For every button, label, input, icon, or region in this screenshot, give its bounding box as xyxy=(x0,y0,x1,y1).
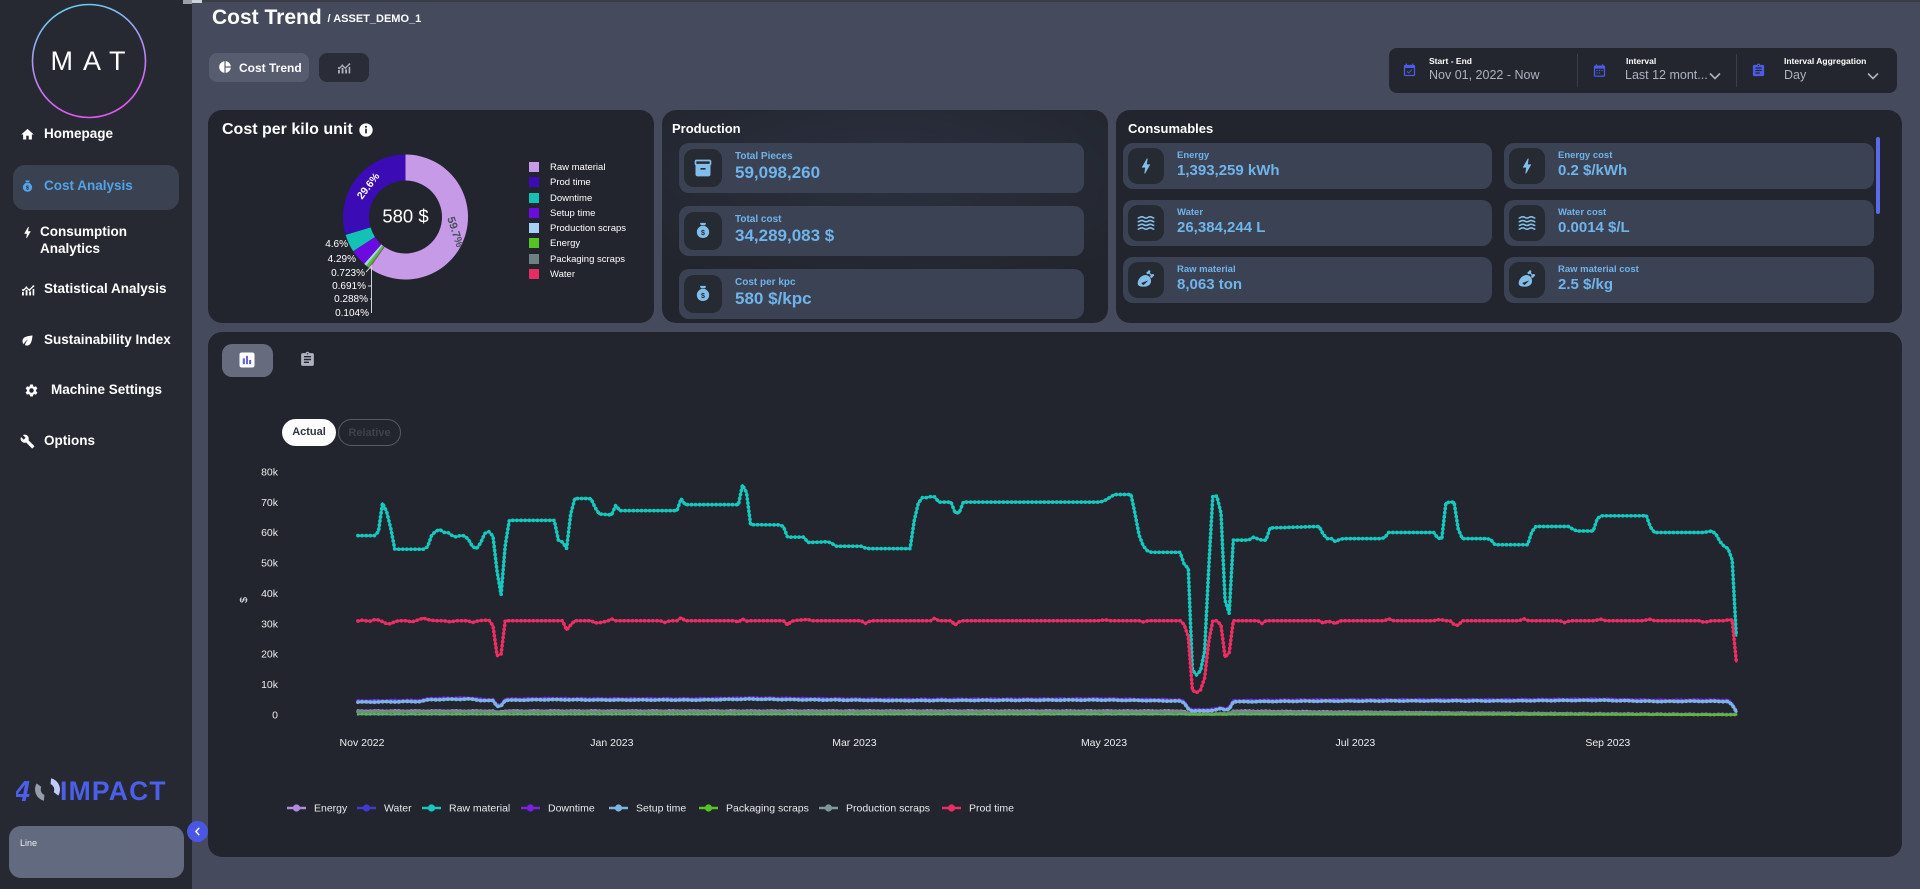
svg-text:4: 4 xyxy=(16,777,30,804)
svg-text:$: $ xyxy=(701,229,705,237)
svg-text:MAT: MAT xyxy=(51,46,136,76)
svg-text:IMPACT: IMPACT xyxy=(60,777,167,804)
svg-text:$: $ xyxy=(26,186,29,192)
svg-text:$: $ xyxy=(701,292,705,300)
